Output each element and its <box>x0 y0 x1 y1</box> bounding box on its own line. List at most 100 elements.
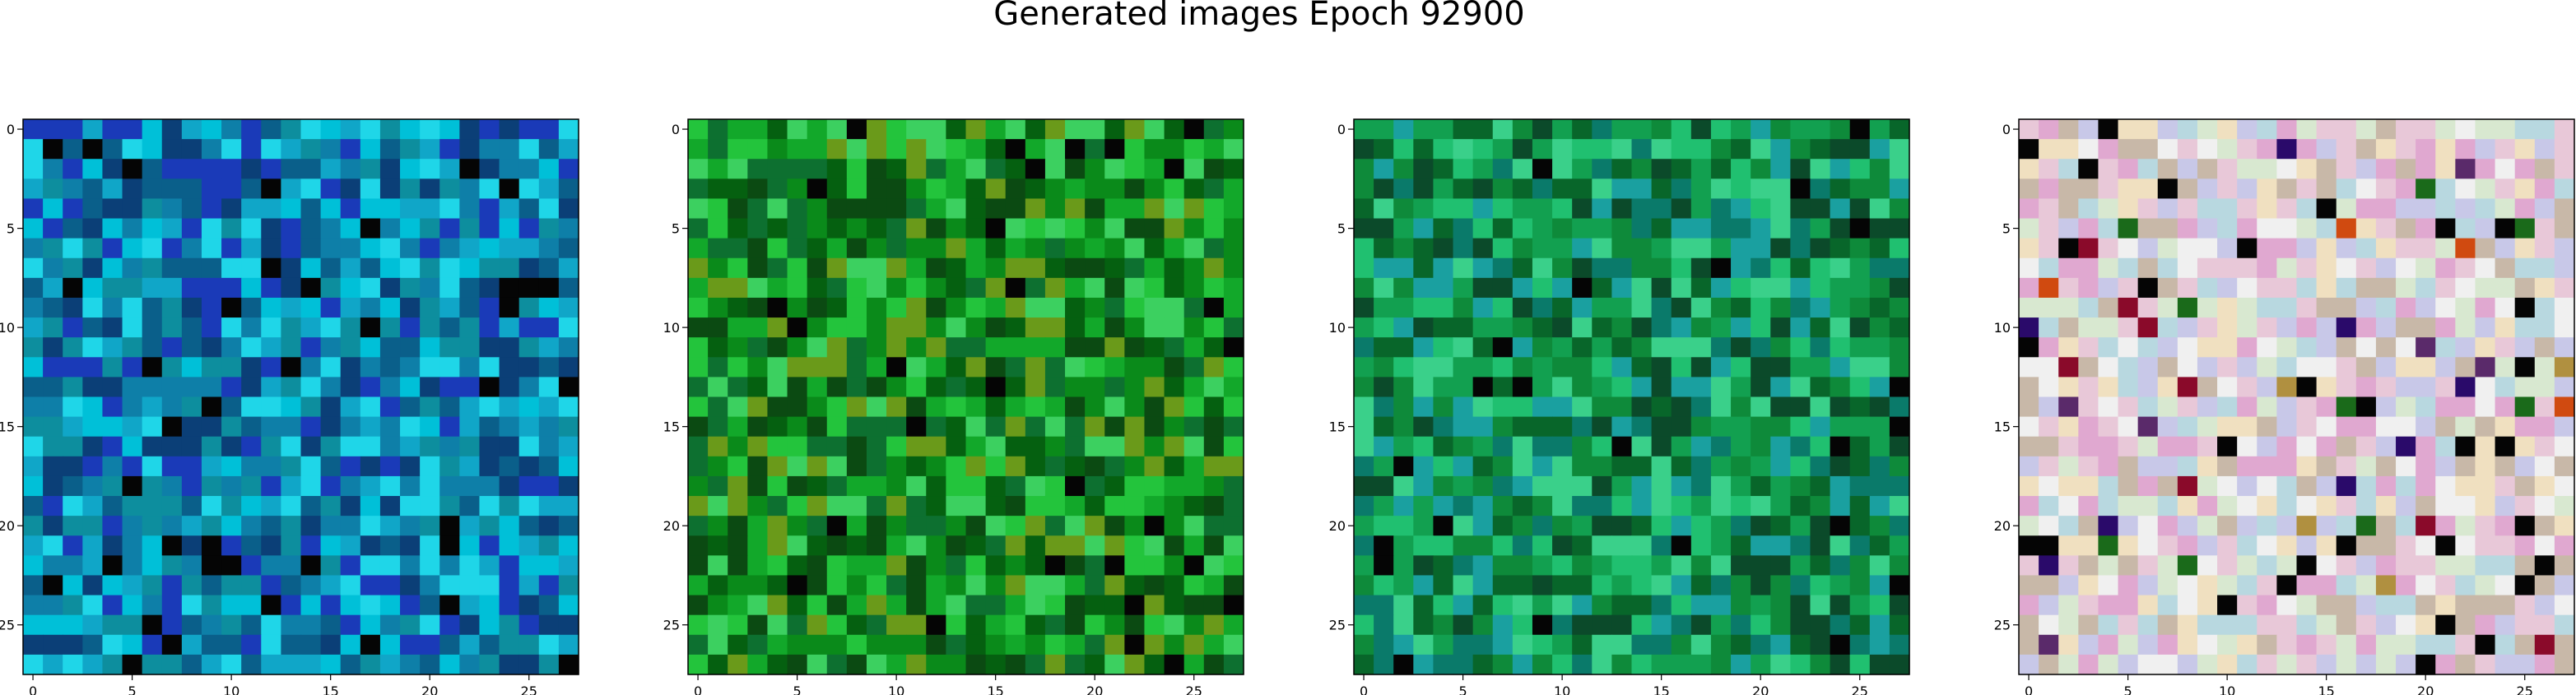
image-pixel <box>1203 516 1225 536</box>
image-pixel <box>1025 238 1046 259</box>
image-pixel <box>1830 377 1851 398</box>
image-pixel <box>708 159 728 179</box>
image-pixel <box>2118 317 2139 338</box>
image-pixel <box>518 257 540 279</box>
image-pixel <box>1223 535 1244 556</box>
image-pixel <box>807 238 828 259</box>
image-pixel <box>1124 516 1146 536</box>
image-pixel <box>1532 475 1553 497</box>
image-pixel <box>2217 436 2238 457</box>
image-pixel <box>2355 178 2377 200</box>
image-pixel <box>1710 178 1732 200</box>
image-pixel <box>102 377 123 398</box>
image-pixel <box>2058 198 2079 220</box>
image-pixel <box>2514 357 2536 378</box>
image-pixel <box>807 297 828 318</box>
image-pixel <box>2455 139 2476 160</box>
image-pixel <box>747 317 769 338</box>
image-pixel <box>1144 535 1165 556</box>
image-pixel <box>1869 159 1890 179</box>
image-pixel <box>1849 595 1871 616</box>
image-pixel <box>2375 654 2397 675</box>
image-pixel <box>1770 159 1791 179</box>
y-tick-label: 0 <box>2002 122 2011 137</box>
image-pixel <box>2355 516 2377 536</box>
image-pixel <box>1025 535 1046 556</box>
image-pixel <box>2078 198 2099 220</box>
image-pixel <box>1413 357 1434 378</box>
image-pixel <box>1651 436 1672 457</box>
image-pixel <box>1751 218 1771 239</box>
image-pixel <box>2416 119 2436 140</box>
image-pixel <box>1770 555 1791 577</box>
image-pixel <box>886 555 907 577</box>
image-pixel <box>807 357 828 378</box>
image-pixel <box>1044 516 1066 536</box>
image-pixel <box>2375 257 2397 279</box>
image-pixel <box>2118 496 2139 517</box>
image-pixel <box>43 357 63 378</box>
image-pixel <box>439 456 460 477</box>
image-pixel <box>1104 337 1125 358</box>
image-pixel <box>965 218 987 239</box>
image-pixel <box>122 119 143 140</box>
image-pixel <box>2455 436 2476 457</box>
image-pixel <box>926 218 946 239</box>
image-pixel <box>1144 575 1165 596</box>
image-pixel <box>1492 516 1514 536</box>
image-pixel <box>1044 595 1066 616</box>
image-pixel <box>2019 297 2039 318</box>
image-pixel <box>2276 357 2298 378</box>
image-pixel <box>826 159 848 179</box>
image-pixel <box>379 396 401 418</box>
image-pixel <box>1413 416 1434 438</box>
image-pixel <box>926 416 946 438</box>
image-pixel <box>2098 595 2119 616</box>
image-pixel <box>807 535 828 556</box>
image-pixel <box>1631 257 1653 279</box>
image-pixel <box>1124 277 1146 299</box>
image-pixel <box>420 475 440 497</box>
image-pixel <box>1025 634 1046 656</box>
image-pixel <box>846 119 867 140</box>
image-pixel <box>281 516 302 536</box>
image-pixel <box>2336 575 2357 596</box>
image-pixel <box>1651 119 1672 140</box>
image-pixel <box>1453 634 1474 656</box>
image-pixel <box>1512 337 1533 358</box>
image-pixel <box>2355 595 2377 616</box>
image-pixel <box>1690 277 1712 299</box>
image-pixel <box>747 357 769 378</box>
image-pixel <box>459 575 481 596</box>
image-pixel <box>439 198 460 220</box>
image-pixel <box>320 297 342 318</box>
image-pixel <box>1044 475 1066 497</box>
image-pixel <box>142 456 163 477</box>
image-pixel <box>1849 634 1871 656</box>
image-pixel <box>1183 257 1205 279</box>
image-pixel <box>102 159 123 179</box>
image-pixel <box>181 516 202 536</box>
image-pixel <box>142 634 163 656</box>
image-pixel <box>1770 238 1791 259</box>
image-pixel <box>2118 535 2139 556</box>
image-pixel <box>728 555 748 577</box>
image-pixel <box>400 238 421 259</box>
image-pixel <box>2475 595 2496 616</box>
image-pixel <box>63 198 83 220</box>
image-pixel <box>826 139 848 160</box>
image-pixel <box>1671 159 1692 179</box>
image-pixel <box>965 535 987 556</box>
image-pixel <box>1354 496 1374 517</box>
image-pixel <box>1124 159 1146 179</box>
image-pixel <box>1751 496 1771 517</box>
image-pixel <box>1203 238 1225 259</box>
image-pixel <box>807 396 828 418</box>
image-pixel <box>23 575 44 596</box>
image-pixel <box>1690 654 1712 675</box>
image-pixel <box>2534 436 2555 457</box>
y-tick-label: 20 <box>1329 518 1346 534</box>
image-pixel <box>1104 396 1125 418</box>
image-pixel <box>866 317 887 338</box>
image-pixel <box>300 119 322 140</box>
